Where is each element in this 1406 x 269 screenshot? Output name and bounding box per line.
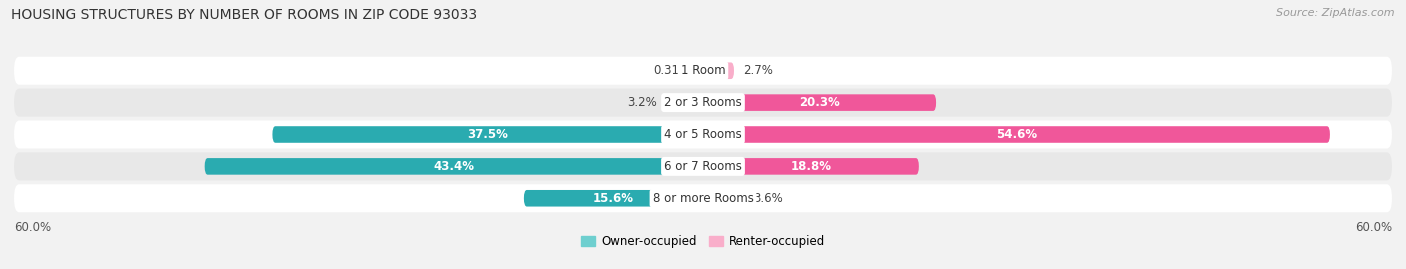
FancyBboxPatch shape — [205, 158, 703, 175]
Text: 1 Room: 1 Room — [681, 64, 725, 77]
Text: 60.0%: 60.0% — [1355, 221, 1392, 234]
FancyBboxPatch shape — [524, 190, 703, 207]
FancyBboxPatch shape — [703, 190, 744, 207]
Text: HOUSING STRUCTURES BY NUMBER OF ROOMS IN ZIP CODE 93033: HOUSING STRUCTURES BY NUMBER OF ROOMS IN… — [11, 8, 478, 22]
FancyBboxPatch shape — [703, 158, 920, 175]
FancyBboxPatch shape — [14, 152, 1392, 180]
Text: 0.31%: 0.31% — [654, 64, 690, 77]
FancyBboxPatch shape — [699, 62, 703, 79]
Text: 6 or 7 Rooms: 6 or 7 Rooms — [664, 160, 742, 173]
FancyBboxPatch shape — [14, 184, 1392, 212]
FancyBboxPatch shape — [14, 121, 1392, 148]
Text: 3.6%: 3.6% — [754, 192, 783, 205]
FancyBboxPatch shape — [703, 126, 1330, 143]
Text: 8 or more Rooms: 8 or more Rooms — [652, 192, 754, 205]
Text: 18.8%: 18.8% — [790, 160, 831, 173]
Text: 3.2%: 3.2% — [627, 96, 657, 109]
Text: 60.0%: 60.0% — [14, 221, 51, 234]
FancyBboxPatch shape — [273, 126, 703, 143]
Text: 20.3%: 20.3% — [799, 96, 839, 109]
Text: 4 or 5 Rooms: 4 or 5 Rooms — [664, 128, 742, 141]
FancyBboxPatch shape — [14, 89, 1392, 117]
Text: 54.6%: 54.6% — [995, 128, 1038, 141]
FancyBboxPatch shape — [666, 94, 703, 111]
Text: Source: ZipAtlas.com: Source: ZipAtlas.com — [1277, 8, 1395, 18]
Text: 2.7%: 2.7% — [744, 64, 773, 77]
Text: 2 or 3 Rooms: 2 or 3 Rooms — [664, 96, 742, 109]
FancyBboxPatch shape — [703, 94, 936, 111]
Text: 43.4%: 43.4% — [433, 160, 474, 173]
Legend: Owner-occupied, Renter-occupied: Owner-occupied, Renter-occupied — [576, 230, 830, 253]
FancyBboxPatch shape — [14, 57, 1392, 85]
Text: 15.6%: 15.6% — [593, 192, 634, 205]
FancyBboxPatch shape — [703, 62, 734, 79]
Text: 37.5%: 37.5% — [467, 128, 508, 141]
